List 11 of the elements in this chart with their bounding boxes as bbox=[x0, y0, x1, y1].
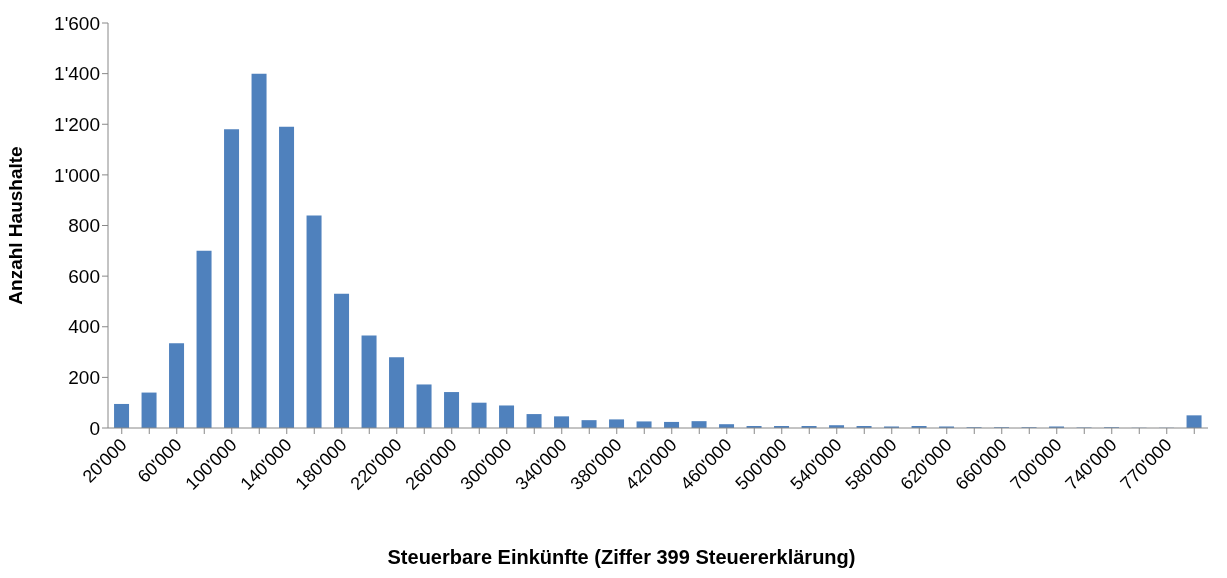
y-tick-label: 1'400 bbox=[54, 63, 100, 85]
y-tick-label: 400 bbox=[68, 316, 100, 338]
y-tick-label: 600 bbox=[68, 265, 100, 287]
y-axis-title: Anzahl Haushalte bbox=[4, 146, 26, 305]
y-tick-label: 1'200 bbox=[54, 114, 100, 135]
y-tick-label: 200 bbox=[68, 367, 100, 389]
y-tick-label: 0 bbox=[89, 417, 100, 439]
y-tick-label: 1'600 bbox=[54, 12, 100, 34]
x-axis-title: Steuerbare Einkünfte (Ziffer 399 Steuererklärung) bbox=[386, 546, 857, 569]
y-tick-label: 1'000 bbox=[54, 164, 100, 186]
y-tick-label: 800 bbox=[68, 215, 100, 237]
